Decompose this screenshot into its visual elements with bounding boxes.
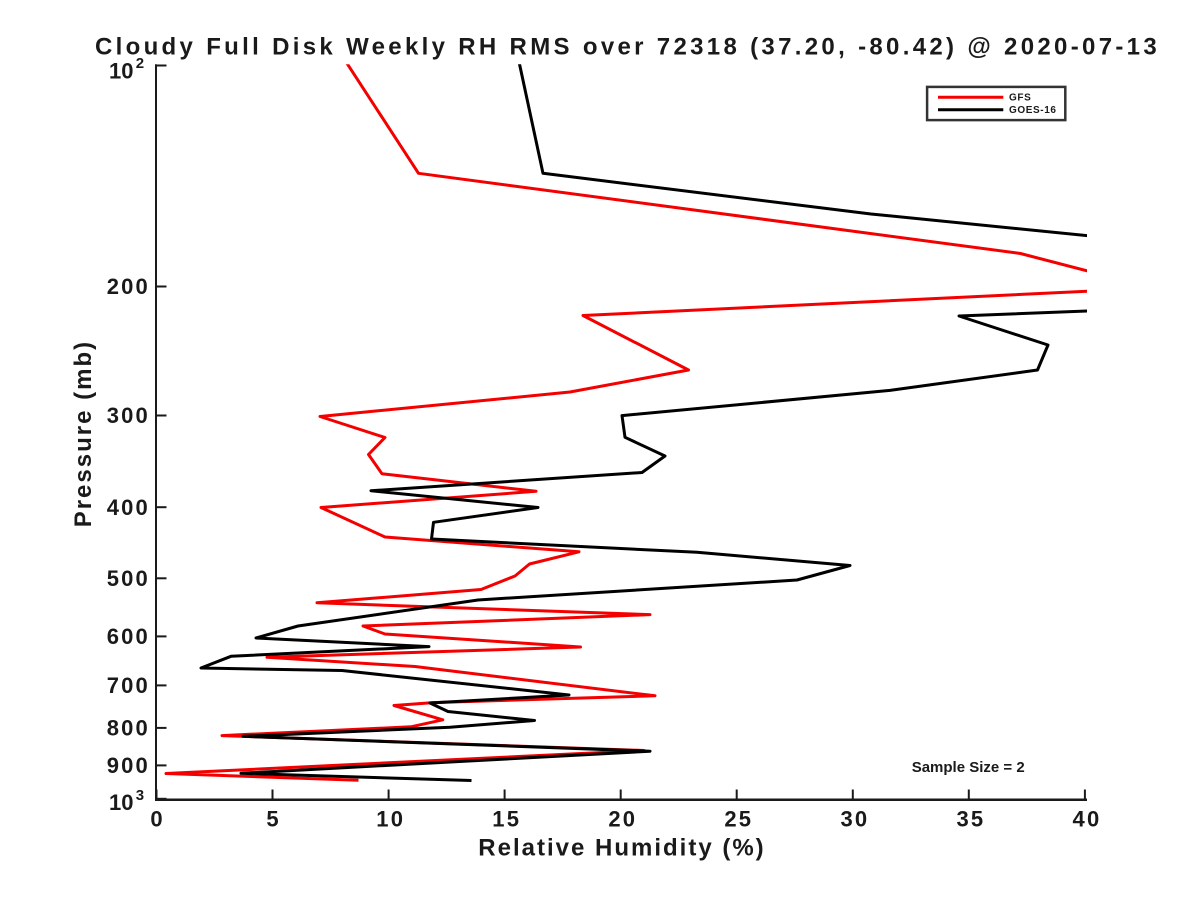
svg-text:Pressure (mb): Pressure (mb) (70, 340, 97, 527)
svg-text:35: 35 (956, 807, 985, 832)
svg-text:25: 25 (724, 807, 753, 832)
svg-text:0: 0 (150, 807, 164, 832)
svg-text:Sample Size = 2: Sample Size = 2 (912, 759, 1025, 776)
svg-text:10: 10 (109, 59, 133, 84)
svg-text:30: 30 (840, 807, 869, 832)
svg-text:Relative Humidity (%): Relative Humidity (%) (478, 835, 765, 862)
svg-text:2: 2 (136, 55, 144, 72)
svg-text:900: 900 (107, 753, 150, 778)
svg-text:5: 5 (266, 807, 280, 832)
svg-text:300: 300 (107, 403, 150, 428)
svg-text:10: 10 (376, 807, 405, 832)
svg-text:GFS: GFS (1009, 93, 1031, 104)
svg-text:700: 700 (107, 673, 150, 698)
svg-text:600: 600 (107, 624, 150, 649)
svg-text:200: 200 (107, 274, 150, 299)
svg-text:40: 40 (1073, 807, 1102, 832)
svg-text:15: 15 (492, 807, 521, 832)
svg-text:800: 800 (107, 716, 150, 741)
svg-text:500: 500 (107, 566, 150, 591)
svg-text:20: 20 (608, 807, 637, 832)
svg-text:400: 400 (107, 495, 150, 520)
svg-text:GOES-16: GOES-16 (1009, 105, 1057, 116)
svg-text:3: 3 (136, 787, 144, 804)
svg-text:10: 10 (109, 790, 133, 815)
svg-text:Cloudy Full Disk Weekly RH RMS: Cloudy Full Disk Weekly RH RMS over 7231… (95, 34, 1160, 61)
